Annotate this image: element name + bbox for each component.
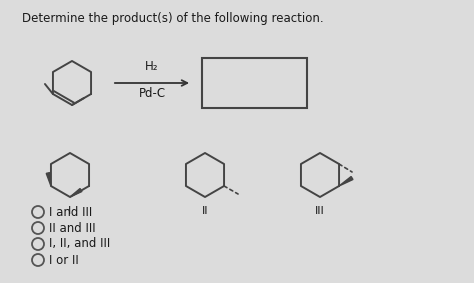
- Text: I, II, and III: I, II, and III: [49, 237, 110, 250]
- Polygon shape: [46, 173, 51, 186]
- Polygon shape: [70, 188, 82, 197]
- Text: I and III: I and III: [49, 205, 92, 218]
- Text: I or II: I or II: [49, 254, 79, 267]
- Text: Pd-C: Pd-C: [138, 87, 165, 100]
- Polygon shape: [339, 177, 353, 186]
- Text: Determine the product(s) of the following reaction.: Determine the product(s) of the followin…: [22, 12, 324, 25]
- Text: II and III: II and III: [49, 222, 96, 235]
- Bar: [202, 58, 307, 108]
- Text: II: II: [202, 206, 208, 216]
- Text: III: III: [315, 206, 325, 216]
- Text: H₂: H₂: [145, 60, 159, 73]
- Text: I: I: [68, 206, 72, 216]
